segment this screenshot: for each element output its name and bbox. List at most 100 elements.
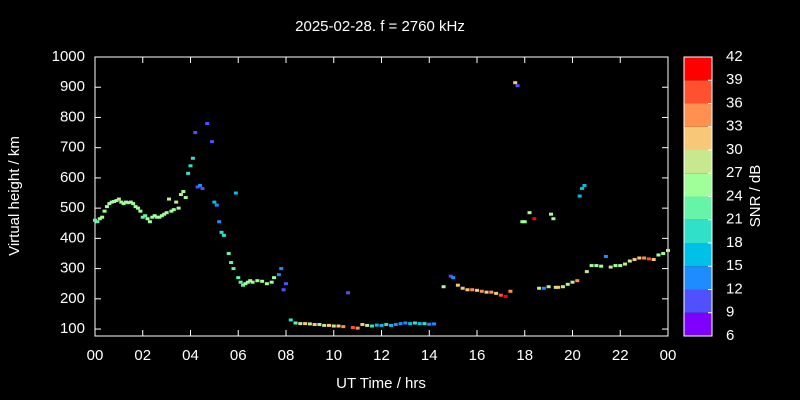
data-point <box>479 289 484 293</box>
data-point <box>102 209 107 213</box>
data-point <box>255 279 260 283</box>
data-point <box>288 318 293 322</box>
data-point <box>470 288 475 292</box>
colorbar-band <box>684 80 712 104</box>
data-point <box>248 279 253 283</box>
x-tick-label: 00 <box>660 347 677 364</box>
data-point <box>112 199 117 203</box>
x-tick-label: 00 <box>87 347 104 364</box>
data-point <box>336 324 341 328</box>
colorbar-tick-label: 27 <box>726 164 743 181</box>
data-point <box>515 84 520 88</box>
x-tick-label: 20 <box>564 347 581 364</box>
colorbar-band <box>684 103 712 127</box>
data-point <box>198 183 203 187</box>
data-point <box>656 253 661 257</box>
data-point <box>384 323 389 327</box>
data-point <box>484 290 489 294</box>
data-point <box>272 276 277 280</box>
data-point <box>350 326 355 330</box>
data-point <box>116 197 121 201</box>
data-point <box>236 276 241 280</box>
data-point <box>661 251 666 255</box>
colorbar-tick-label: 12 <box>726 280 743 297</box>
data-point <box>95 220 100 224</box>
data-point <box>169 209 174 213</box>
data-point <box>307 322 312 326</box>
y-tick-label: 400 <box>60 229 85 246</box>
data-point <box>150 215 155 219</box>
colorbar-tick-label: 6 <box>726 327 734 344</box>
data-point <box>642 256 647 260</box>
data-point <box>580 186 585 190</box>
data-point <box>162 212 167 216</box>
data-point <box>209 140 214 144</box>
y-tick-label: 1000 <box>52 48 85 65</box>
colorbar-tick-label: 15 <box>726 257 743 274</box>
data-point <box>570 280 575 284</box>
data-point <box>560 285 565 289</box>
data-point <box>389 323 394 327</box>
data-point <box>279 267 284 271</box>
data-point <box>398 322 403 326</box>
data-point <box>143 214 148 218</box>
y-tick-label: 200 <box>60 290 85 307</box>
data-point <box>114 199 119 203</box>
data-point <box>298 322 303 326</box>
data-point <box>174 200 179 204</box>
data-point <box>176 206 181 210</box>
data-point <box>448 274 453 278</box>
data-point <box>93 218 97 222</box>
colorbar-tick-label: 42 <box>726 48 743 65</box>
colorbar-tick-label: 33 <box>726 118 743 135</box>
data-point <box>181 190 186 194</box>
data-point <box>577 194 582 198</box>
colorbar-band <box>684 173 712 197</box>
data-point <box>427 322 432 326</box>
data-point <box>494 291 499 295</box>
colorbar-tick-label: 18 <box>726 234 743 251</box>
data-point <box>284 282 288 286</box>
colorbar-band <box>684 266 712 290</box>
y-tick-label: 800 <box>60 108 85 125</box>
data-point <box>451 276 456 280</box>
data-point <box>217 220 222 224</box>
data-point <box>190 156 195 160</box>
colorbar-tick-label: 30 <box>726 141 743 158</box>
data-point <box>422 322 427 326</box>
data-point <box>133 205 138 209</box>
data-point <box>520 220 525 224</box>
data-point <box>432 322 437 326</box>
data-point <box>145 217 150 221</box>
data-point <box>553 285 558 289</box>
data-point <box>164 211 169 215</box>
colorbar-tick-label: 39 <box>726 71 743 88</box>
x-tick-label: 16 <box>469 347 486 364</box>
y-tick-label: 100 <box>60 320 85 337</box>
data-point <box>183 196 188 200</box>
data-point <box>374 323 379 327</box>
data-point <box>618 264 623 268</box>
data-point <box>369 324 374 328</box>
data-point <box>124 200 129 204</box>
data-point <box>293 321 298 325</box>
data-point <box>341 325 346 329</box>
data-point <box>147 220 152 224</box>
data-point <box>551 217 556 221</box>
data-point <box>575 279 580 283</box>
colorbar-band <box>684 150 712 174</box>
data-point <box>379 323 384 327</box>
data-point <box>417 322 422 326</box>
data-point <box>231 267 236 271</box>
colorbar-tick-label: 24 <box>726 187 743 204</box>
data-point <box>584 270 589 274</box>
data-point <box>178 193 183 197</box>
colorbar-band <box>684 196 712 220</box>
data-point <box>138 209 143 213</box>
data-point <box>312 323 317 327</box>
data-point <box>475 288 479 292</box>
colorbar-band <box>684 219 712 243</box>
data-point <box>155 215 160 219</box>
data-point <box>221 233 226 237</box>
x-tick-label: 04 <box>182 347 199 364</box>
